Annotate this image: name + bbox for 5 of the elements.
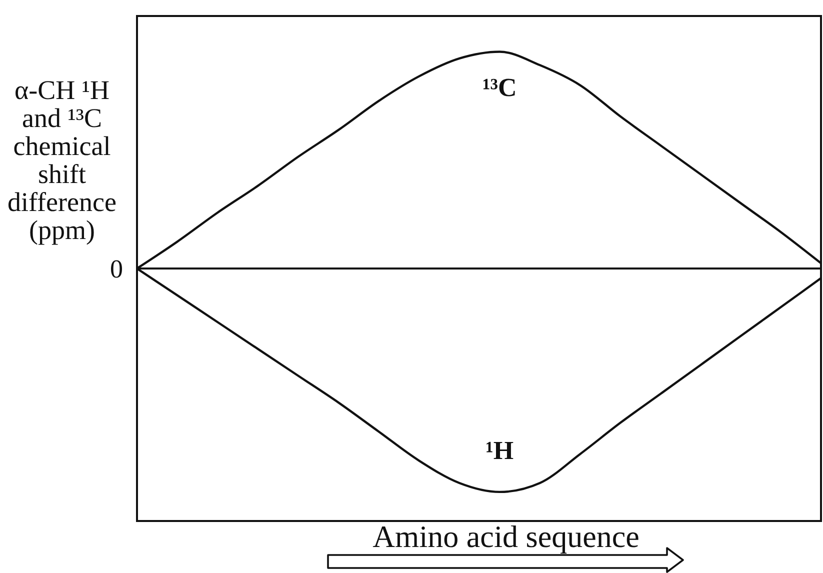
series-label: ¹H (486, 436, 514, 465)
x-axis-title: Amino acid sequence (372, 519, 640, 554)
ref-line-label: 0 (110, 254, 123, 284)
series-label: ¹³C (482, 72, 517, 102)
y-axis-title: α-CH ¹H and ¹³C chemical shift difference (ppm) (6, 75, 118, 245)
